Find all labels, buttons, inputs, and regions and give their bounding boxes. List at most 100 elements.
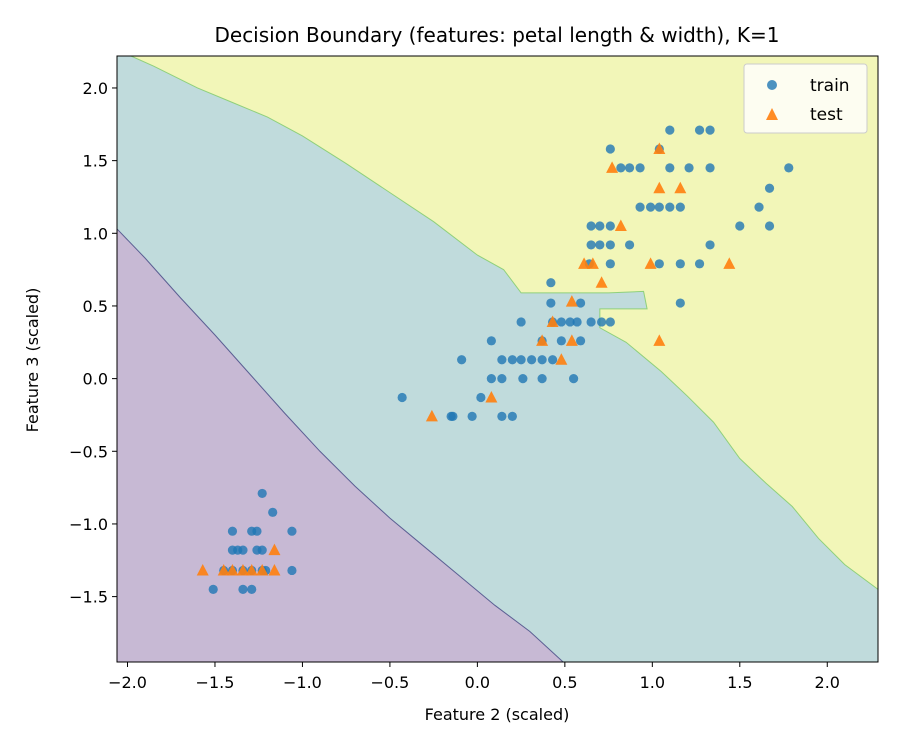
y-axis: −1.5 −1.0 −0.5 0.0 0.5 1.0 1.5 2.0	[69, 79, 117, 607]
train-point	[572, 317, 582, 327]
legend-label-test: test	[810, 105, 843, 125]
train-point	[645, 202, 656, 212]
train-point	[624, 240, 635, 250]
train-point	[684, 163, 694, 173]
train-point	[208, 584, 218, 594]
test-point	[595, 276, 608, 288]
y-tick-label: 1.0	[83, 224, 108, 243]
train-point	[575, 336, 586, 346]
test-point	[256, 563, 269, 576]
train-point	[586, 221, 596, 231]
train-point	[227, 526, 238, 536]
train-point	[497, 374, 507, 384]
train-point	[546, 278, 556, 288]
train-point	[624, 163, 635, 173]
region-class-2	[117, 56, 878, 590]
train-point	[595, 221, 605, 231]
train-point	[635, 202, 645, 212]
train-point	[476, 392, 486, 403]
test-point	[644, 257, 657, 269]
train-point	[735, 221, 745, 231]
legend-marker-test	[766, 108, 778, 120]
train-point	[257, 488, 267, 499]
test-point	[606, 161, 619, 173]
train-point	[252, 545, 262, 555]
x-tick-label: −2.0	[108, 673, 147, 692]
train-point	[233, 545, 243, 555]
train-point	[605, 240, 615, 250]
train-point	[616, 163, 626, 173]
train-point	[516, 355, 526, 365]
train-point	[605, 221, 615, 231]
chart-title: Decision Boundary (features: petal lengt…	[214, 23, 779, 47]
train-point	[705, 240, 715, 250]
train-point	[665, 202, 675, 212]
train-point	[705, 125, 715, 135]
train-point	[764, 183, 775, 193]
legend-marker-train	[767, 80, 777, 90]
train-point	[268, 507, 278, 517]
train-point	[605, 144, 615, 154]
test-point	[565, 295, 578, 307]
x-tick-label: 1.5	[727, 673, 752, 692]
test-point	[425, 409, 438, 422]
y-tick-label: 0.5	[83, 297, 108, 316]
train-point	[586, 240, 596, 250]
train-point	[546, 298, 556, 308]
train-point	[705, 163, 715, 173]
train-point	[238, 584, 248, 594]
train-point	[665, 125, 675, 135]
train-point	[586, 317, 596, 327]
train-point	[694, 259, 705, 269]
train-point	[467, 411, 477, 422]
train-point	[654, 202, 664, 212]
region-class-0	[117, 228, 564, 662]
train-point	[556, 317, 566, 327]
decision-regions	[117, 56, 878, 662]
test-point	[546, 315, 559, 327]
legend: train test	[743, 63, 868, 134]
x-tick-label: −0.5	[370, 673, 409, 692]
train-point	[457, 355, 467, 365]
train-point	[397, 392, 407, 403]
test-point	[196, 563, 209, 576]
train-point	[537, 355, 547, 365]
test-point	[236, 563, 249, 576]
train-point	[448, 411, 458, 422]
x-axis-label: Feature 2 (scaled)	[425, 705, 570, 724]
train-point	[518, 374, 528, 384]
boundary-line-0-1	[117, 228, 564, 662]
train-point	[527, 355, 537, 365]
train-point	[764, 221, 775, 231]
test-point	[674, 181, 687, 194]
train-point	[252, 526, 262, 536]
y-tick-label: −1.0	[69, 515, 108, 534]
test-point	[614, 219, 627, 232]
train-point	[247, 584, 257, 594]
x-tick-label: 0.5	[552, 673, 577, 692]
train-point	[596, 317, 607, 327]
test-point	[217, 563, 230, 576]
train-point	[595, 240, 605, 250]
test-point	[586, 257, 599, 269]
test-point	[565, 334, 578, 346]
train-point	[565, 317, 575, 327]
x-tick-label: −1.5	[196, 673, 235, 692]
train-point	[569, 374, 579, 384]
test-point	[723, 257, 736, 269]
y-tick-label: 2.0	[83, 79, 108, 98]
test-point	[268, 543, 281, 556]
y-tick-label: −0.5	[69, 442, 108, 461]
train-point	[497, 355, 507, 365]
x-tick-label: 2.0	[815, 673, 840, 692]
legend-box	[743, 63, 868, 134]
test-point	[536, 334, 549, 346]
train-point	[605, 259, 615, 269]
test-point	[226, 563, 239, 576]
train-point	[575, 298, 586, 308]
y-axis-label: Feature 3 (scaled)	[23, 288, 42, 433]
y-tick-label: 1.5	[83, 152, 108, 171]
boundary-line-1-2	[130, 56, 878, 590]
train-point	[548, 355, 558, 365]
